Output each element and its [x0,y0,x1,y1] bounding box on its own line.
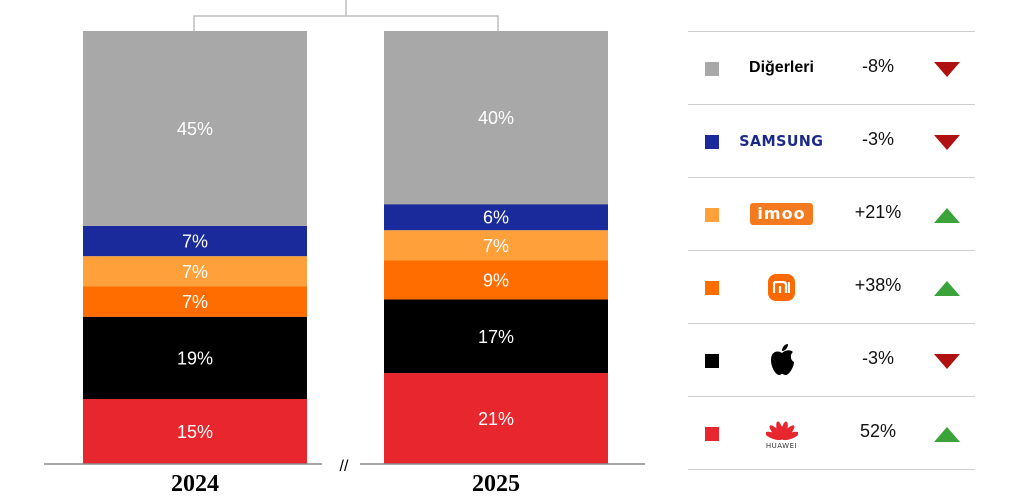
mi-logo-box [768,273,795,301]
bar-segment-apple-2024 [83,316,307,400]
value-label: 9% [483,270,509,290]
bar-segment-imoo-2024 [83,256,307,287]
legend-swatch [705,427,719,441]
samsung-logo: SAMSUNG [739,132,824,150]
legend-swatch [705,135,719,149]
bar-segment-samsung-2025 [384,204,608,231]
change-value: +38% [854,275,902,295]
value-label: 40% [478,108,514,128]
value-label: 21% [478,409,514,429]
bar-segment-apple-2025 [384,299,608,374]
change-value: +21% [854,202,902,222]
value-label: 45% [177,119,213,139]
bars-layer [83,31,608,464]
x-axis: 2024 2025 // [44,458,645,497]
bracket-line [193,15,499,31]
change-value: 52% [859,421,897,441]
up-arrow-icon [934,281,960,296]
comparison-bracket [193,0,499,31]
bar-segment-samsung-2024 [83,225,307,257]
others-label: Diğerleri [749,59,814,76]
value-label: 17% [478,327,514,347]
bar-segment-di-erleri-2025 [384,31,608,205]
legend-row-others: Diğerleri -8% [688,31,975,104]
change-value: -3% [861,348,894,368]
value-label: 6% [483,208,509,228]
legend-swatch [705,354,719,368]
value-label: 7% [483,236,509,256]
legend-table: Diğerleri -8% SAMSUNG -3% imoo +21% [688,31,975,470]
change-value: -8% [861,56,894,76]
up-arrow-icon [934,208,960,223]
value-label: 19% [177,348,213,368]
value-labels-layer: 15% 19% 7% 7% 7% 45% 21% 17% 9% 7% 6% 40% [177,108,514,442]
value-label: 15% [177,422,213,442]
legend-row-samsung: SAMSUNG -3% [688,104,975,177]
legend-row-apple: -3% [688,323,975,396]
down-arrow-icon [934,62,960,77]
up-arrow-icon [934,427,960,442]
value-label: 7% [182,232,208,252]
bar-segment-di-erleri-2024 [83,31,307,226]
bar-segment-huawei-2024 [83,399,307,464]
legend-row-xiaomi: +38% [688,250,975,323]
bar-segment-xiaomi-2024 [83,286,307,317]
value-label: 7% [182,262,208,282]
change-value: -3% [861,129,894,149]
legend-row-huawei: HUAWEI 52% [688,396,975,470]
value-label: 7% [182,292,208,312]
huawei-petals-icon [765,421,798,440]
mi-glyph [773,280,790,293]
down-arrow-icon [934,135,960,150]
legend-swatch [705,208,719,222]
legend-swatch [705,281,719,295]
bar-segment-huawei-2025 [384,373,608,464]
axis-break-mark: // [340,458,349,475]
legend-row-imoo: imoo +21% [688,177,975,250]
stacked-bar-chart: 15% 19% 7% 7% 7% 45% 21% 17% 9% 7% 6% 40% 2024 2025 /… [44,0,645,497]
xiaomi-logo [734,263,829,311]
bar-segment-imoo-2025 [384,230,608,261]
apple-logo [734,336,829,384]
x-tick-label: 2025 [472,471,520,497]
bar-segment-xiaomi-2025 [384,260,608,300]
legend-swatch [705,62,719,76]
apple-icon [770,344,794,375]
imoo-logo: imoo [734,190,829,238]
huawei-logo: HUAWEI [734,409,829,457]
x-tick-label: 2024 [171,471,219,497]
down-arrow-icon [934,354,960,369]
